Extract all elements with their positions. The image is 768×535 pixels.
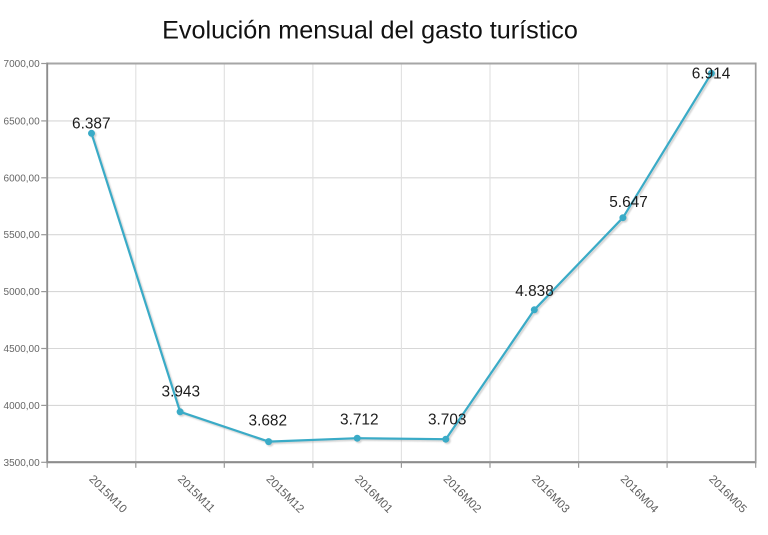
svg-text:4500,00: 4500,00 — [4, 344, 41, 355]
svg-text:3.682: 3.682 — [249, 412, 288, 429]
svg-text:3.703: 3.703 — [428, 412, 467, 429]
svg-text:2016M01: 2016M01 — [352, 473, 394, 515]
svg-text:2016M05: 2016M05 — [706, 473, 748, 515]
svg-text:2015M10: 2015M10 — [86, 473, 128, 515]
svg-text:2016M02: 2016M02 — [441, 473, 483, 515]
svg-text:5500,00: 5500,00 — [4, 230, 41, 241]
svg-text:3500,00: 3500,00 — [4, 458, 41, 469]
svg-text:3.943: 3.943 — [162, 383, 201, 400]
svg-text:Evolución mensual del gasto tu: Evolución mensual del gasto turístico — [162, 17, 578, 45]
svg-text:2015M11: 2015M11 — [175, 473, 217, 515]
svg-text:5000,00: 5000,00 — [4, 287, 41, 298]
svg-text:3.712: 3.712 — [340, 411, 379, 428]
svg-text:7000,00: 7000,00 — [4, 59, 41, 70]
svg-text:2016M03: 2016M03 — [529, 473, 571, 515]
svg-text:6.387: 6.387 — [72, 115, 111, 132]
svg-text:6.914: 6.914 — [692, 66, 731, 83]
svg-text:6500,00: 6500,00 — [4, 116, 41, 127]
svg-text:2016M04: 2016M04 — [618, 473, 661, 516]
svg-text:5.647: 5.647 — [609, 194, 648, 211]
svg-text:6000,00: 6000,00 — [4, 173, 41, 184]
svg-text:2015M12: 2015M12 — [263, 473, 305, 515]
svg-text:4000,00: 4000,00 — [4, 401, 41, 412]
svg-text:4.838: 4.838 — [515, 283, 554, 300]
